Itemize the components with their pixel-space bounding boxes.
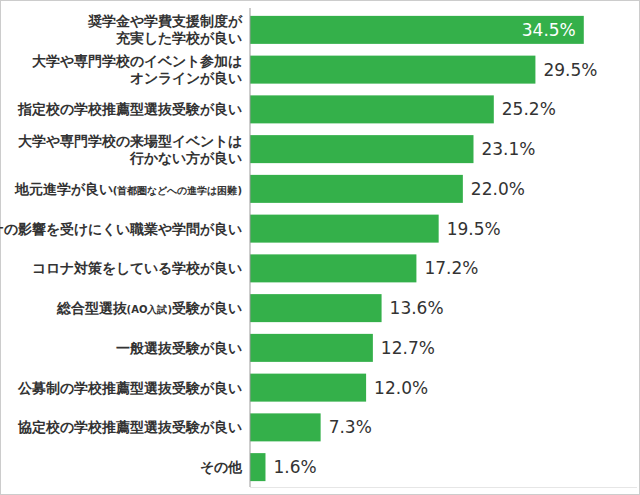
label-part: オンラインが良い [130, 70, 242, 86]
category-label: その他 [200, 459, 243, 475]
bar [250, 413, 321, 441]
value-label: 12.0% [374, 378, 428, 398]
bar [250, 175, 463, 203]
value-label: 1.6% [273, 457, 316, 477]
category-label: 大学や専門学校の来場型イベントは行かない方が良い [18, 133, 242, 166]
category-label: 協定校の学校推薦型選抜受験が良い [17, 419, 242, 435]
value-label: 13.6% [390, 298, 444, 318]
label-part: 大学や専門学校のイベント参加は [32, 53, 242, 69]
label-part: 総合型選抜 [56, 300, 128, 316]
bar [250, 16, 584, 44]
label-part: 大学や専門学校の来場型イベントは [18, 133, 242, 149]
label-part: 地元進学が良い [14, 181, 113, 197]
bar [250, 294, 382, 322]
label-part: (AO入試) [127, 304, 172, 315]
label-part: (首都圏などへの進学は困難) [113, 185, 242, 197]
bar [250, 453, 265, 481]
category-label: 地元進学が良い(首都圏などへの進学は困難) [14, 181, 242, 197]
x-axis-line [250, 487, 637, 488]
label-part: 協定校の学校推薦型選抜受験が良い [17, 419, 242, 435]
label-part: 行かない方が良い [129, 150, 242, 166]
bars [250, 16, 584, 481]
label-part: コロナの影響を受けにくい職業や学問が良い [0, 221, 242, 237]
value-label: 23.1% [481, 139, 535, 159]
label-part: 一般選抜受験が良い [116, 340, 242, 356]
category-label: 総合型選抜(AO入試)受験が良い [56, 300, 242, 316]
value-label: 19.5% [447, 219, 501, 239]
category-label: コロナの影響を受けにくい職業や学問が良い [0, 221, 242, 237]
value-label: 22.0% [471, 179, 525, 199]
label-part: 充実した学校が良い [115, 30, 242, 46]
bar [250, 215, 439, 243]
value-label: 17.2% [424, 258, 478, 278]
category-label: 一般選抜受験が良い [116, 340, 242, 356]
frame [1, 1, 640, 495]
category-label: 奨学金や学費支援制度が充実した学校が良い [87, 13, 243, 46]
value-label: 12.7% [381, 338, 435, 358]
label-part: 奨学金や学費支援制度が [87, 13, 243, 29]
bar [250, 135, 473, 163]
label-part: 公募制の学校推薦型選抜受験が良い [17, 380, 242, 396]
value-label: 7.3% [329, 417, 372, 437]
label-part: 指定校の学校推薦型選抜受験が良い [17, 101, 242, 117]
value-label: 34.5% [522, 20, 576, 40]
bar [250, 254, 416, 282]
bar [250, 374, 366, 402]
value-label: 25.2% [502, 99, 556, 119]
bar [250, 56, 535, 84]
y-axis-line [250, 8, 251, 487]
category-label: 大学や専門学校のイベント参加はオンラインが良い [32, 53, 242, 86]
value-label: 29.5% [543, 60, 597, 80]
chart-container: 奨学金や学費支援制度が充実した学校が良い大学や専門学校のイベント参加はオンライン… [0, 0, 640, 495]
chart-svg: 奨学金や学費支援制度が充実した学校が良い大学や専門学校のイベント参加はオンライン… [0, 0, 640, 495]
category-label: コロナ対策をしている学校が良い [32, 260, 242, 276]
label-part: 受験が良い [171, 300, 242, 316]
bar [250, 334, 373, 362]
bar [250, 95, 494, 123]
category-label: 公募制の学校推薦型選抜受験が良い [17, 380, 242, 396]
label-part: その他 [200, 459, 243, 475]
category-label: 指定校の学校推薦型選抜受験が良い [17, 101, 242, 117]
label-part: コロナ対策をしている学校が良い [32, 260, 242, 276]
